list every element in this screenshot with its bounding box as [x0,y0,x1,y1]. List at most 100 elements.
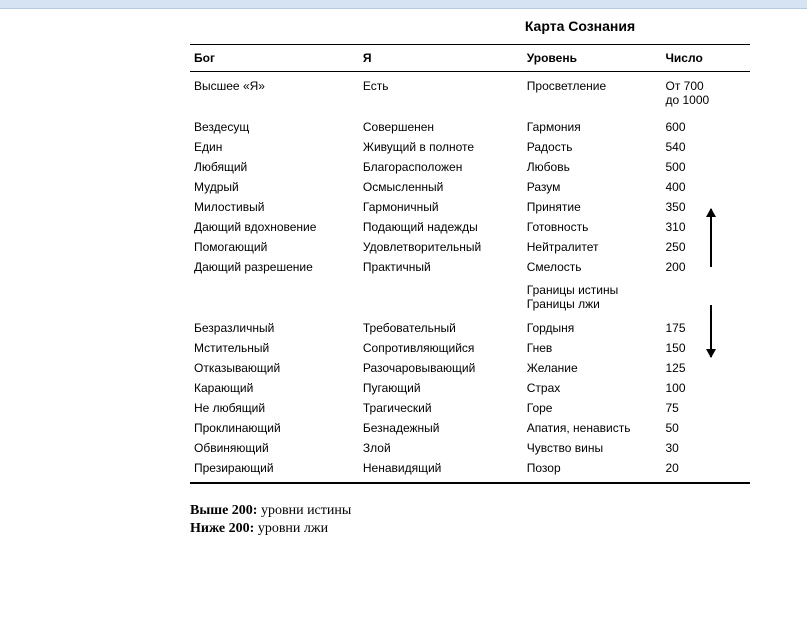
table-row: Дающий разрешениеПрактичныйСмелость200 [190,257,750,277]
cell-level: Горе [523,398,662,418]
cell-number: 150 [662,338,751,358]
table-row: ОбвиняющийЗлойЧувство вины30 [190,438,750,458]
arrow-up-icon [710,209,712,267]
table-row: ОтказывающийРазочаровывающийЖелание125 [190,358,750,378]
cell-self: Есть [359,72,523,111]
cell-level: Желание [523,358,662,378]
cell-self [359,297,523,311]
footer-line-1-bold: Выше 200: [190,503,257,518]
cell-level: Радость [523,137,662,157]
cell-self: Трагический [359,398,523,418]
cell-self: Практичный [359,257,523,277]
cell-self: Благорасположен [359,157,523,177]
cell-god: Презирающий [190,458,359,483]
cell-number: 50 [662,418,751,438]
table-row: Высшее «Я»ЕстьПросветлениеОт 700до 1000 [190,72,750,111]
page-title: Карта Сознания [190,18,770,34]
page: Карта Сознания Бог Я Уровень Число Высше… [0,0,807,625]
cell-self: Ненавидящий [359,458,523,483]
cell-god: Карающий [190,378,359,398]
footer-line-2-bold: Ниже 200: [190,521,254,536]
cell-number: 310 [662,217,751,237]
cell-self: Пугающий [359,378,523,398]
footer-note: Выше 200: уровни истины Ниже 200: уровни… [190,502,770,538]
cell-number: 600 [662,110,751,137]
cell-number: 100 [662,378,751,398]
col-header-god: Бог [190,45,359,72]
table-header-row: Бог Я Уровень Число [190,45,750,72]
cell-god: Дающий разрешение [190,257,359,277]
cell-number: 125 [662,358,751,378]
col-header-number: Число [662,45,751,72]
table-row: КарающийПугающийСтрах100 [190,378,750,398]
cell-god: Мудрый [190,177,359,197]
cell-god: Милостивый [190,197,359,217]
footer-line-1: Выше 200: уровни истины [190,502,770,520]
cell-self [359,277,523,297]
table-row: МудрыйОсмысленныйРазум400 [190,177,750,197]
cell-level: Гнев [523,338,662,358]
cell-self: Разочаровывающий [359,358,523,378]
footer-line-2-rest: уровни лжи [254,521,328,536]
cell-number: 75 [662,398,751,418]
table-row: Не любящийТрагическийГоре75 [190,398,750,418]
cell-god: Един [190,137,359,157]
cell-level: Нейтралитет [523,237,662,257]
cell-level: Позор [523,458,662,483]
cell-god [190,277,359,297]
table-row: ПрезирающийНенавидящийПозор20 [190,458,750,483]
cell-level: Гордыня [523,311,662,338]
cell-number: 30 [662,438,751,458]
cell-god: Высшее «Я» [190,72,359,111]
separator-row: Границы лжи [190,297,750,311]
cell-level: Разум [523,177,662,197]
cell-self: Живущий в полноте [359,137,523,157]
cell-number: 175 [662,311,751,338]
cell-god: Мстительный [190,338,359,358]
consciousness-table: Бог Я Уровень Число Высшее «Я»ЕстьПросве… [190,44,750,484]
cell-level: Смелость [523,257,662,277]
cell-self: Гармоничный [359,197,523,217]
cell-level: Границы лжи [523,297,662,311]
col-header-self: Я [359,45,523,72]
cell-level: Просветление [523,72,662,111]
cell-god: Дающий вдохновение [190,217,359,237]
cell-level: Принятие [523,197,662,217]
cell-god: Безразличный [190,311,359,338]
cell-god: Вездесущ [190,110,359,137]
cell-god [190,297,359,311]
top-bar [0,0,807,9]
cell-level: Любовь [523,157,662,177]
cell-god: Проклинающий [190,418,359,438]
table-row: ЛюбящийБлагорасположенЛюбовь500 [190,157,750,177]
cell-self: Подающий надежды [359,217,523,237]
table-row: ВездесущСовершененГармония600 [190,110,750,137]
cell-level: Гармония [523,110,662,137]
cell-number: 500 [662,157,751,177]
cell-number [662,277,751,297]
cell-self: Безнадежный [359,418,523,438]
footer-line-2: Ниже 200: уровни лжи [190,520,770,538]
cell-level: Апатия, ненависть [523,418,662,438]
cell-number: 540 [662,137,751,157]
cell-god: Не любящий [190,398,359,418]
table-row: БезразличныйТребовательныйГордыня175 [190,311,750,338]
cell-self: Удовлетворительный [359,237,523,257]
cell-self: Сопротивляющийся [359,338,523,358]
content: Карта Сознания Бог Я Уровень Число Высше… [190,14,770,538]
cell-number: 250 [662,237,751,257]
table-row: МилостивыйГармоничныйПринятие350 [190,197,750,217]
cell-god: Отказывающий [190,358,359,378]
cell-number [662,297,751,311]
col-header-level: Уровень [523,45,662,72]
cell-level: Страх [523,378,662,398]
cell-number: 400 [662,177,751,197]
cell-number: 20 [662,458,751,483]
table-row: ПроклинающийБезнадежныйАпатия, ненависть… [190,418,750,438]
cell-level: Чувство вины [523,438,662,458]
footer-line-1-rest: уровни истины [257,503,351,518]
cell-self: Требовательный [359,311,523,338]
table-row: Дающий вдохновениеПодающий надеждыГотовн… [190,217,750,237]
cell-number: От 700до 1000 [662,72,751,111]
table-body: Высшее «Я»ЕстьПросветлениеОт 700до 1000В… [190,72,750,484]
